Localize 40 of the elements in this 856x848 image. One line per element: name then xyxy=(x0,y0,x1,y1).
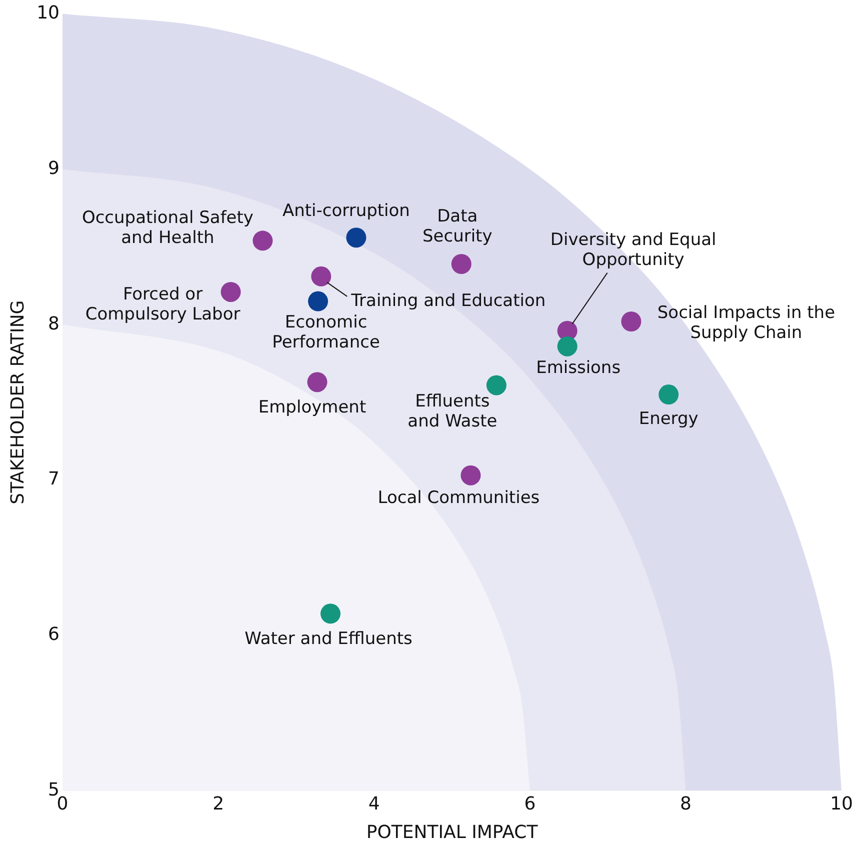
x-tick-label: 10 xyxy=(830,793,853,814)
annotation: Energy xyxy=(638,408,698,429)
x-tick-label: 4 xyxy=(368,793,380,814)
x-tick-label: 8 xyxy=(680,793,692,814)
y-tick-label: 9 xyxy=(48,158,60,179)
point xyxy=(220,282,241,302)
annotation: Anti-corruption xyxy=(282,201,410,221)
x-tick-label: 2 xyxy=(212,793,224,814)
point xyxy=(658,384,679,405)
point xyxy=(308,291,328,312)
annotation: Diversity and Equal Opportunity xyxy=(550,230,716,270)
point xyxy=(320,604,340,624)
point xyxy=(311,266,332,286)
y-axis-title: STAKEHOLDER RATING xyxy=(7,300,28,504)
annotation: Social Impacts in the Supply Chain xyxy=(657,302,836,343)
annotation: Forced or Compulsory Labor xyxy=(85,284,240,324)
x-tick-label: 6 xyxy=(524,793,536,814)
point xyxy=(486,375,506,396)
y-tick-label: 8 xyxy=(48,313,60,334)
annotation: Local Communities xyxy=(378,488,540,508)
y-tick-label: 10 xyxy=(36,2,60,24)
annotation: Data Security xyxy=(422,206,492,246)
x-tick-label: 0 xyxy=(56,793,68,814)
y-tick-label: 6 xyxy=(48,624,60,646)
point xyxy=(557,336,578,356)
annotation: Emissions xyxy=(536,358,621,378)
y-tick-label: 7 xyxy=(48,468,60,490)
point xyxy=(451,254,472,274)
annotation: Economic Performance xyxy=(272,312,380,353)
annotation: Occupational Safety and Health xyxy=(82,208,254,248)
x-axis-title: POTENTIAL IMPACT xyxy=(366,822,539,843)
annotation: Employment xyxy=(258,398,366,418)
annotation: Water and Effluents xyxy=(244,629,413,650)
point xyxy=(307,372,328,392)
annotation: Training and Education xyxy=(350,290,546,311)
point xyxy=(252,230,273,251)
point xyxy=(346,228,366,248)
point xyxy=(460,465,481,486)
annotation: Effluents and Waste xyxy=(408,392,498,432)
point xyxy=(621,311,642,332)
